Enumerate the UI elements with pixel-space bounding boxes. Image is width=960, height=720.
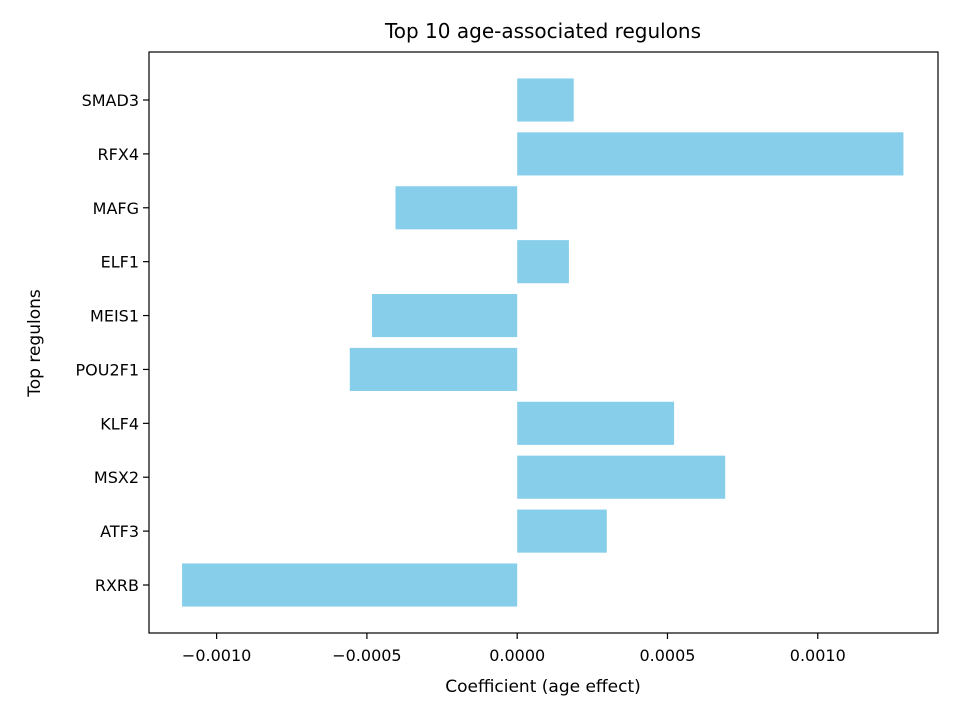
y-tick-label-smad3: SMAD3 xyxy=(82,91,139,110)
bars-group xyxy=(182,78,904,607)
bar-smad3 xyxy=(517,78,574,122)
x-axis: −0.0010 −0.0005 0.0000 0.0005 0.0010 xyxy=(182,633,846,665)
bar-pou2f1 xyxy=(349,347,518,391)
bar-rfx4 xyxy=(517,132,904,176)
x-tick-label-4: 0.0010 xyxy=(790,646,846,665)
y-tick-label-pou2f1: POU2F1 xyxy=(75,360,139,379)
bar-rxrb xyxy=(182,563,518,607)
y-tick-label-atf3: ATF3 xyxy=(100,522,139,541)
y-tick-label-rfx4: RFX4 xyxy=(98,145,139,164)
bar-klf4 xyxy=(517,401,675,445)
y-tick-label-msx2: MSX2 xyxy=(94,468,139,487)
bar-atf3 xyxy=(517,509,607,553)
y-tick-label-elf1: ELF1 xyxy=(101,253,139,272)
y-tick-label-rxrb: RXRB xyxy=(95,576,139,595)
x-tick-label-2: 0.0000 xyxy=(489,646,545,665)
x-tick-label-3: 0.0005 xyxy=(639,646,695,665)
x-tick-label-1: −0.0005 xyxy=(332,646,401,665)
bar-meis1 xyxy=(372,294,518,338)
x-tick-label-0: −0.0010 xyxy=(182,646,251,665)
y-tick-label-klf4: KLF4 xyxy=(100,414,139,433)
y-tick-label-mafg: MAFG xyxy=(93,199,139,218)
y-tick-label-meis1: MEIS1 xyxy=(90,307,139,326)
y-axis: SMAD3 RFX4 MAFG ELF1 MEIS1 POU2F1 KLF4 MSX2 ATF3… xyxy=(75,91,149,595)
bar-mafg xyxy=(395,186,518,230)
plot-frame xyxy=(148,51,939,634)
x-axis-label: Coefficient (age effect) xyxy=(445,677,641,697)
bar-msx2 xyxy=(517,455,726,499)
y-axis-label: Top regulons xyxy=(25,289,45,398)
chart-title: Top 10 age-associated regulons xyxy=(384,19,701,43)
bar-elf1 xyxy=(517,240,569,284)
